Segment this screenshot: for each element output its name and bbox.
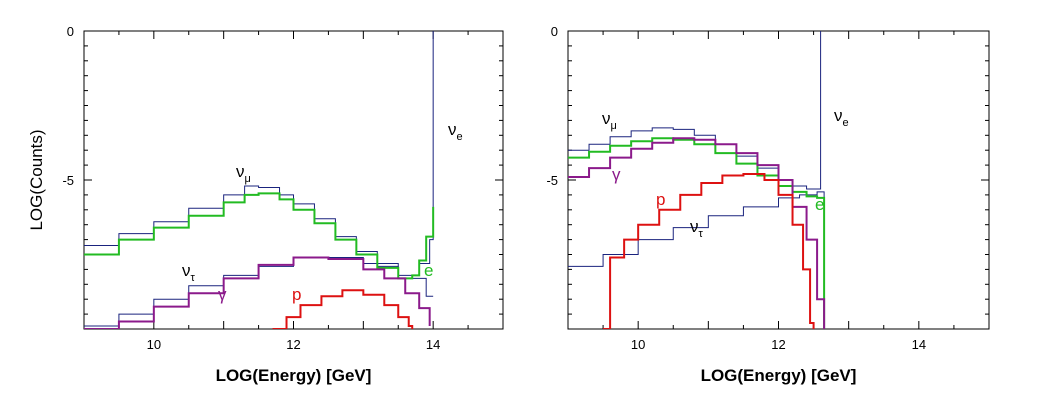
series-label-3: γ [218, 285, 227, 304]
figure-y-axis-title: LOG(Counts) [27, 129, 46, 230]
series-line-3 [568, 137, 826, 329]
series-line-1 [568, 191, 825, 329]
nu-e-label: νe [448, 120, 463, 143]
x-tick-label: 14 [912, 337, 926, 352]
x-tick-label: 14 [426, 337, 440, 352]
series-label-3: γ [612, 165, 621, 184]
y-tick-label: -5 [62, 173, 74, 188]
series-line-4 [272, 289, 414, 329]
x-axis-title: LOG(Energy) [GeV] [216, 366, 372, 385]
series-line-2 [84, 192, 435, 280]
series-label-sub: τ [191, 272, 196, 284]
series-line-3 [84, 256, 431, 329]
series-label-0: νμ [602, 109, 617, 132]
series-label-sub: τ [699, 228, 704, 240]
series-label-4: p [656, 190, 665, 209]
series-label-sub: μ [611, 120, 617, 132]
x-axis-title: LOG(Energy) [GeV] [701, 366, 857, 385]
x-tick-label: 12 [286, 337, 300, 352]
series-line-2 [568, 137, 826, 329]
series-label-1: ντ [690, 217, 704, 240]
series-label-sub: μ [245, 173, 251, 185]
series-line-4 [603, 173, 815, 329]
nu-e-label: νe [834, 106, 849, 129]
series-label-4: p [292, 285, 301, 304]
x-tick-label: 12 [771, 337, 785, 352]
series-label-0: νμ [236, 162, 251, 185]
y-tick-label: -5 [546, 173, 558, 188]
x-tick-label: 10 [631, 337, 645, 352]
panel-right: 10 12 14 0 -5 LOG(Energy) [GeV] νμ ντ e γ p νe [546, 24, 990, 385]
series-label-1: ντ [182, 261, 196, 284]
series-label-2: e [424, 261, 433, 280]
y-tick-label: 0 [67, 24, 74, 39]
y-tick-label: 0 [551, 24, 558, 39]
x-tick-label: 10 [147, 337, 161, 352]
series-label-2: e [815, 195, 824, 214]
panel-left: 10 12 14 0 -5 LOG(Energy) [GeV] νμ ντ e γ p νe [62, 24, 504, 385]
